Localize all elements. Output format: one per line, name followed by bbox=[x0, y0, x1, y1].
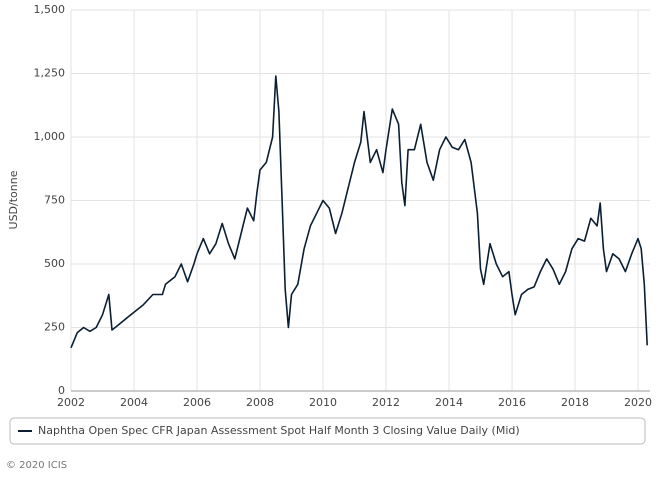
legend-box bbox=[9, 417, 646, 445]
x-tick-label: 2002 bbox=[57, 396, 85, 409]
x-tick-label: 2006 bbox=[183, 396, 211, 409]
x-tick-label: 2004 bbox=[120, 396, 148, 409]
legend-label: Naphtha Open Spec CFR Japan Assessment S… bbox=[38, 424, 520, 437]
y-tick-label: 1,000 bbox=[34, 130, 66, 143]
y-axis-label: USD/tonne bbox=[7, 170, 20, 229]
y-tick-label: 500 bbox=[44, 257, 65, 270]
x-tick-label: 2014 bbox=[435, 396, 463, 409]
y-tick-label: 0 bbox=[58, 384, 65, 397]
y-tick-label: 250 bbox=[44, 321, 65, 334]
x-tick-label: 2012 bbox=[372, 396, 400, 409]
x-tick-label: 2020 bbox=[624, 396, 652, 409]
x-tick-label: 2010 bbox=[309, 396, 337, 409]
y-tick-label: 1,250 bbox=[34, 67, 66, 80]
y-tick-label: 1,500 bbox=[34, 3, 66, 16]
y-tick-label: 750 bbox=[44, 194, 65, 207]
x-tick-label: 2016 bbox=[498, 396, 526, 409]
footer: © 2020 ICIS bbox=[6, 460, 67, 471]
x-tick-label: 2008 bbox=[246, 396, 274, 409]
data-line bbox=[70, 75, 648, 349]
x-tick-label: 2018 bbox=[561, 396, 589, 409]
